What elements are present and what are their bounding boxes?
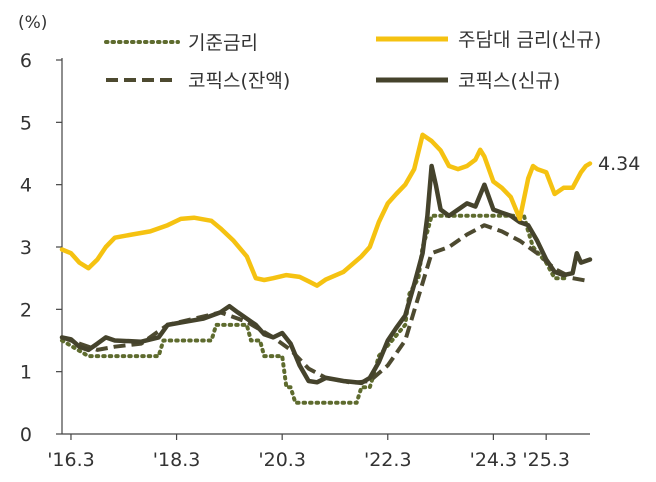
legend-label-cofix-balance: 코픽스(잔액) [188, 70, 290, 92]
legend-label-mortgage: 주담대 금리(신규) [458, 29, 601, 51]
end-value-label: 4.34 [598, 153, 640, 175]
y-tick-label: 5 [20, 112, 32, 134]
y-tick-label: 1 [20, 362, 32, 384]
legend-item-base: 기준금리 [104, 32, 258, 54]
axes: 0 1 2 3 4 5 6 '16.3 '18.3 '20.3 '22.3 '24.3'25.3 [20, 50, 590, 471]
legend-item-cofix-balance: 코픽스(잔액) [106, 70, 290, 92]
x-tick-label: '24.3 [470, 449, 518, 471]
y-tick-label: 2 [20, 299, 32, 321]
x-tick-label: '25.3 [522, 449, 570, 471]
y-tick-label: 6 [20, 50, 32, 72]
series-line-cofix-bal [61, 223, 591, 385]
y-tick-label: 0 [20, 424, 32, 446]
series-line-cofix-new [59, 163, 593, 386]
plot-area [59, 132, 593, 405]
x-tick-label: '18.3 [153, 449, 201, 471]
legend-label-cofix-new: 코픽스(신규) [458, 70, 560, 92]
legend: 기준금리 주담대 금리(신규) 코픽스(잔액) 코픽스(신규) [104, 29, 601, 92]
legend-item-cofix-new: 코픽스(신규) [376, 70, 560, 92]
series-line-mortgage [59, 132, 593, 288]
legend-item-mortgage: 주담대 금리(신규) [376, 29, 601, 51]
legend-label-base: 기준금리 [188, 32, 258, 54]
x-tick-label: '16.3 [47, 449, 95, 471]
series-line-base [60, 213, 570, 405]
x-tick-label: '22.3 [364, 449, 412, 471]
y-tick-label: 3 [20, 237, 32, 259]
y-tick-label: 4 [20, 175, 32, 197]
x-tick-label: '20.3 [258, 449, 306, 471]
y-unit-label: (%) [18, 13, 47, 33]
